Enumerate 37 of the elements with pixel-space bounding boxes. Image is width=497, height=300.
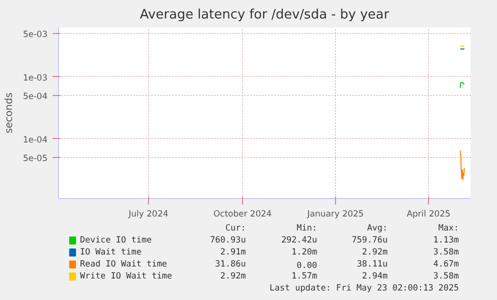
y-tick-label: 1e-03 [22,73,48,84]
text: 759.76u [352,236,388,246]
text: Last update: Fri May 23 02:00:13 2025 [270,284,459,294]
text: 1.13m [433,236,459,246]
y-axis-title: seconds [4,92,15,134]
text: 3.58m [433,272,459,282]
text: Max: [438,224,459,234]
y-tick-label: 1e-04 [22,135,48,146]
x-tick-label: April 2025 [406,210,450,220]
text: 2.91m [220,248,246,258]
text: 0.00 [296,261,318,271]
legend-label: Device IO time [80,236,152,246]
y-tick-label: 5e-05 [22,154,48,164]
legend-label: IO Wait time [80,248,142,258]
x-tick-label: July 2024 [128,210,168,220]
text: 3.58m [433,248,459,258]
y-tick-label: 5e-04 [22,92,48,102]
text: Cur: [225,224,246,234]
x-tick-label: January 2025 [306,210,364,220]
text: 31.86u [215,260,246,270]
line-series [460,150,465,180]
text: 292.42u [281,236,318,246]
text: 1.57m [292,272,318,282]
text: 760.93u [210,236,246,246]
text: 4.67m [433,260,459,270]
text: Min: [296,224,318,234]
x-tick-label: October 2024 [213,210,272,220]
text: 2.94m [362,272,388,282]
text: Avg: [367,224,388,234]
text: 2.92m [220,272,246,282]
y-tick-label: 5e-03 [22,30,48,40]
text: 2.92m [362,248,388,258]
chart-title: Average latency for /dev/sda - by year [140,8,390,22]
text: 1.20m [292,248,318,258]
text: 38.11u [356,260,388,270]
legend-label: Read IO Wait time [80,260,168,270]
legend-label: Write IO Wait time [80,272,172,282]
